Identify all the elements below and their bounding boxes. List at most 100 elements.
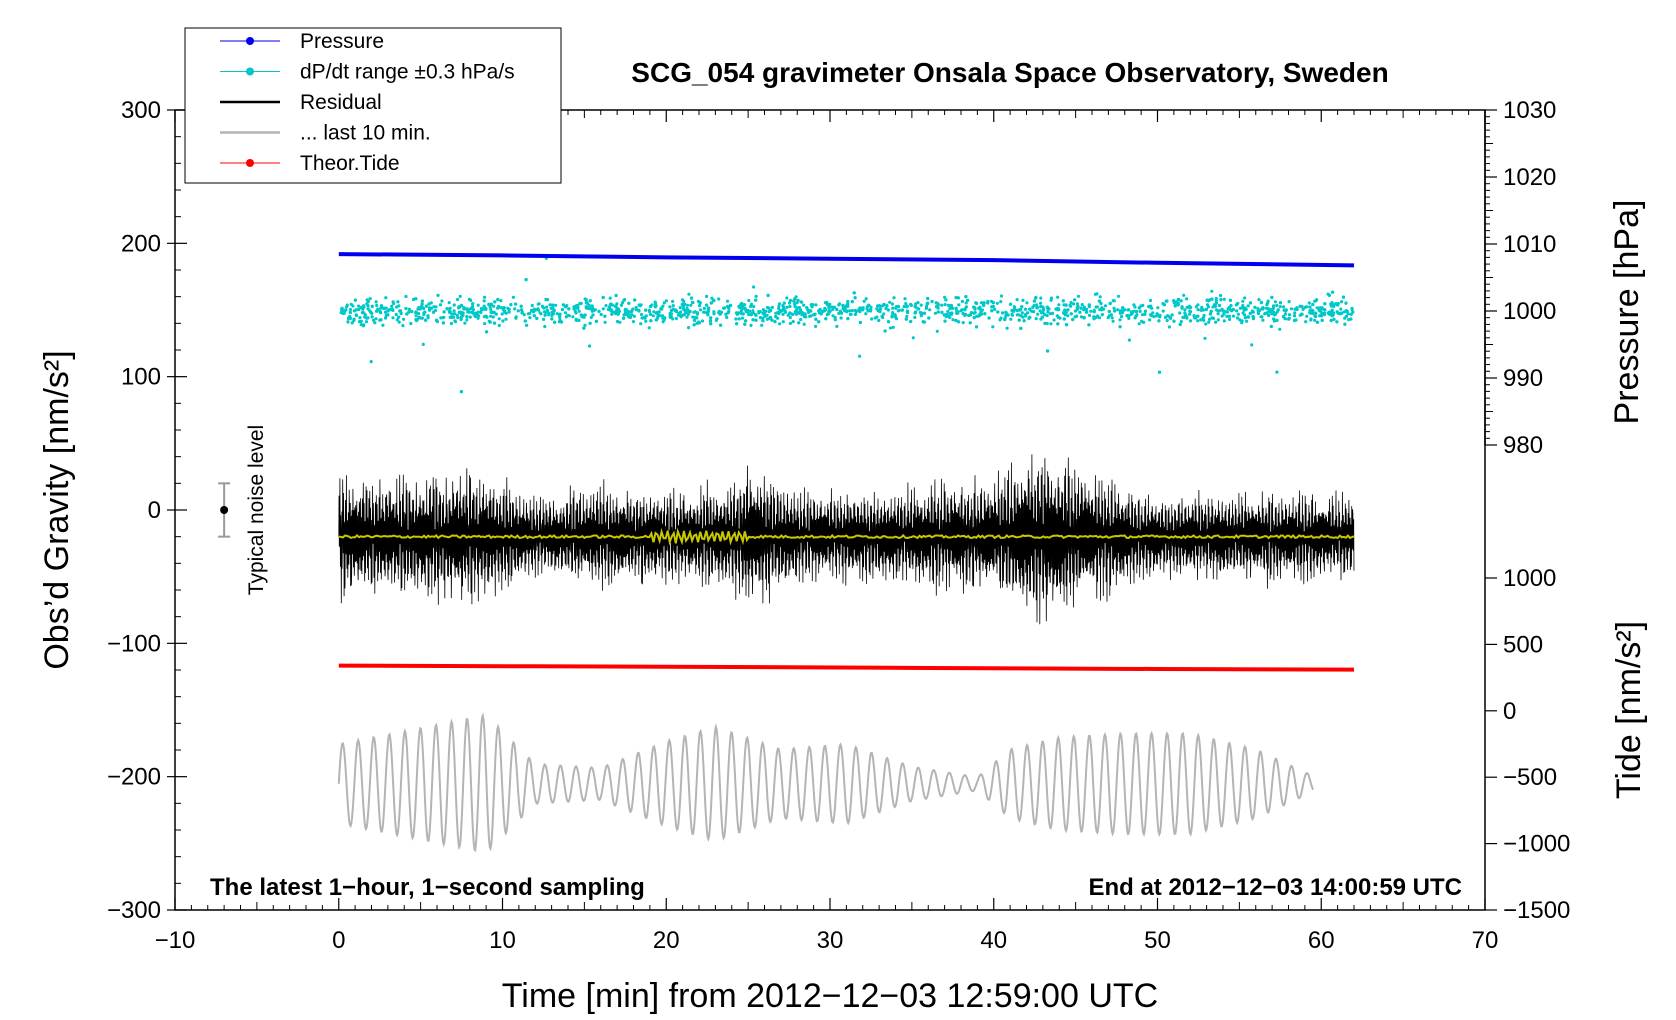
- dpdt-point: [532, 314, 536, 318]
- dpdt-point: [873, 316, 877, 320]
- dpdt-point: [1170, 313, 1174, 317]
- dpdt-point: [1003, 317, 1007, 322]
- dpdt-point: [1028, 315, 1032, 319]
- dpdt-point: [964, 295, 968, 299]
- tide-tick-label: −500: [1503, 764, 1557, 791]
- dpdt-point: [717, 311, 721, 315]
- dpdt-point: [447, 301, 451, 305]
- dpdt-point: [1041, 308, 1045, 312]
- dpdt-point: [1050, 311, 1055, 315]
- dpdt-point: [471, 302, 475, 306]
- dpdt-point: [933, 311, 938, 315]
- dpdt-point: [886, 308, 891, 312]
- dpdt-point: [1267, 313, 1271, 317]
- dpdt-point: [1092, 315, 1096, 319]
- dpdt-point: [479, 310, 483, 314]
- dpdt-point: [1178, 322, 1182, 327]
- dpdt-point: [913, 315, 917, 319]
- dpdt-point: [916, 301, 920, 305]
- dpdt-point: [628, 315, 632, 319]
- dpdt-point: [1071, 302, 1076, 306]
- dpdt-point: [590, 304, 594, 308]
- dpdt-point: [463, 321, 467, 325]
- dpdt-point: [414, 319, 419, 323]
- dpdt-point: [398, 309, 402, 313]
- dpdt-point: [1293, 311, 1297, 315]
- dpdt-point: [1336, 311, 1340, 315]
- dpdt-point: [1056, 322, 1060, 326]
- dpdt-point: [685, 315, 689, 319]
- dpdt-point: [476, 310, 480, 314]
- dpdt-point: [1261, 318, 1265, 322]
- dpdt-point: [741, 312, 745, 316]
- dpdt-point: [1157, 319, 1161, 323]
- dpdt-point: [404, 294, 408, 299]
- dpdt-point: [442, 310, 446, 314]
- dpdt-point: [630, 313, 634, 317]
- x-tick-label: 20: [653, 927, 680, 954]
- dpdt-point: [417, 312, 421, 316]
- dpdt-point: [1287, 313, 1292, 317]
- dpdt-point: [835, 307, 839, 312]
- dpdt-point: [589, 315, 593, 319]
- dpdt-point: [1308, 305, 1312, 309]
- dpdt-point: [1028, 307, 1032, 311]
- dpdt-point: [1046, 310, 1050, 314]
- dpdt-point: [587, 303, 591, 307]
- dpdt-point: [1095, 292, 1099, 296]
- dpdt-point: [983, 312, 987, 316]
- dpdt-point: [340, 307, 344, 311]
- dpdt-point: [623, 308, 627, 312]
- pressure-axis: 1030 1020 1010 1000 990 980: [1484, 97, 1556, 459]
- dpdt-point: [436, 293, 440, 297]
- dpdt-point: [1113, 309, 1117, 313]
- dpdt-point: [692, 318, 697, 322]
- dpdt-point: [560, 307, 565, 312]
- dpdt-point: [787, 301, 792, 305]
- dpdt-point: [1270, 295, 1274, 299]
- dpdt-point: [1292, 314, 1297, 318]
- dpdt-point: [909, 319, 913, 324]
- dpdt-point: [1182, 293, 1186, 297]
- dpdt-point: [972, 311, 976, 315]
- dpdt-point: [370, 304, 374, 308]
- dpdt-point: [438, 303, 443, 307]
- dpdt-point: [708, 319, 713, 323]
- dpdt-point: [943, 303, 947, 307]
- dpdt-point: [998, 318, 1002, 322]
- dpdt-point: [793, 302, 797, 306]
- dpdt-point: [1216, 318, 1220, 322]
- dpdt-point: [488, 320, 492, 324]
- dpdt-point: [654, 318, 658, 322]
- dpdt-point: [576, 306, 580, 310]
- dpdt-point: [647, 326, 651, 330]
- dpdt-point: [445, 307, 449, 311]
- dpdt-point: [671, 304, 675, 308]
- dpdt-point: [904, 317, 908, 321]
- dpdt-point: [409, 321, 413, 326]
- dpdt-point: [858, 320, 863, 325]
- dpdt-point: [682, 304, 686, 308]
- dpdt-point: [359, 319, 363, 323]
- dpdt-point: [842, 305, 847, 309]
- dpdt-point: [379, 311, 383, 315]
- dpdt-point: [463, 307, 467, 311]
- dpdt-point: [624, 312, 628, 317]
- dpdt-point: [477, 314, 481, 318]
- dpdt-point: [919, 303, 923, 307]
- pressure-tick-label: 980: [1503, 432, 1543, 459]
- dpdt-point: [348, 307, 353, 312]
- dpdt-point: [1137, 322, 1141, 326]
- legend-box: [184, 27, 562, 184]
- dpdt-point: [1193, 316, 1198, 320]
- dpdt-point: [935, 329, 939, 333]
- dpdt-point: [671, 317, 675, 321]
- dpdt-point: [1278, 305, 1282, 309]
- dpdt-point: [1185, 315, 1189, 319]
- dpdt-point: [686, 312, 690, 316]
- dpdt-point: [1315, 306, 1319, 310]
- dpdt-point: [951, 306, 955, 310]
- dpdt-point: [1079, 315, 1084, 319]
- dpdt-point: [507, 310, 511, 314]
- dpdt-point: [601, 307, 605, 311]
